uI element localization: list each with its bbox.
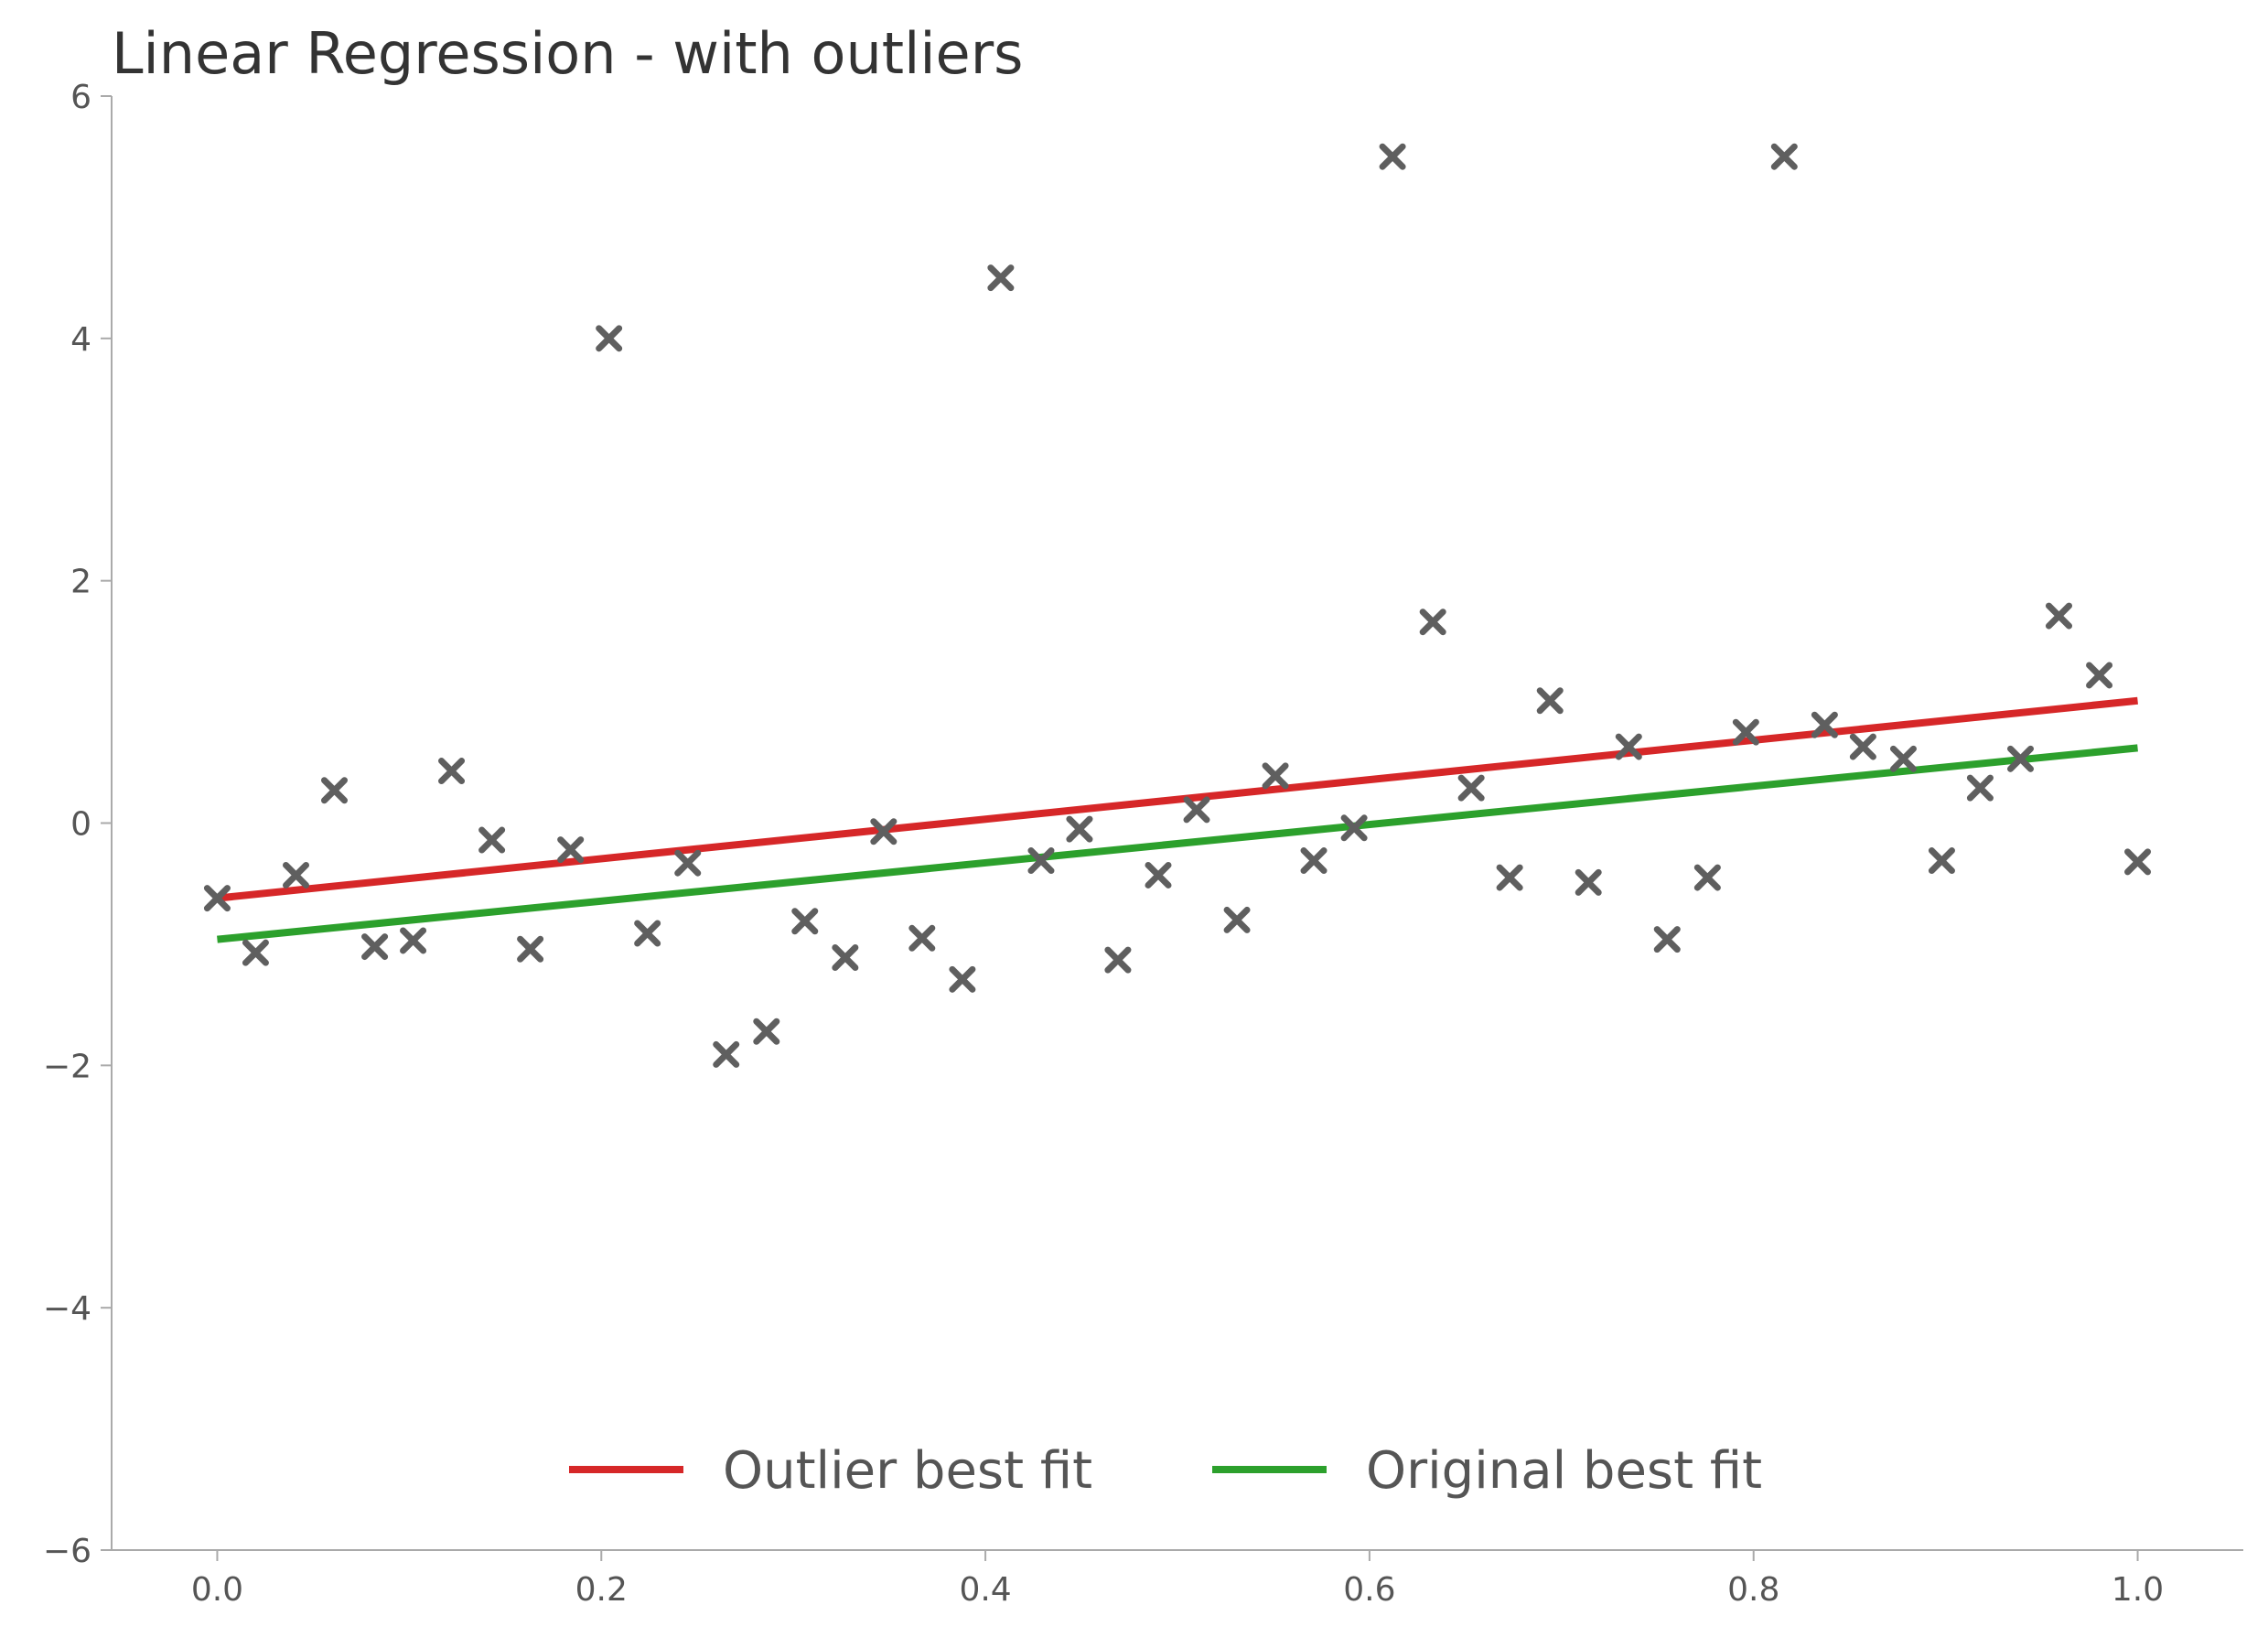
- legend-label: Original best fit: [1366, 1441, 1762, 1501]
- series-line-1: [217, 696, 2138, 902]
- y-tick-label: 2: [70, 564, 91, 601]
- scatter-point: [2086, 662, 2113, 689]
- y-tick-label: −4: [43, 1290, 91, 1328]
- scatter-point: [438, 758, 466, 785]
- scatter-point: [949, 965, 976, 993]
- scatter-point: [1457, 774, 1485, 802]
- scatter-point: [1223, 906, 1251, 933]
- scatter-point: [1811, 711, 1838, 738]
- scatter-point: [674, 849, 702, 877]
- scatter-point: [1693, 864, 1721, 891]
- scatter-point: [1653, 926, 1681, 953]
- scatter-point: [1889, 745, 1917, 772]
- legend-item-2: Original best fit: [1212, 1441, 1762, 1501]
- scatter-point: [517, 935, 544, 963]
- scatter-point: [283, 861, 310, 889]
- scatter-point: [1379, 143, 1406, 170]
- scatter-point: [1575, 868, 1602, 896]
- y-tick-label: −2: [43, 1048, 91, 1085]
- legend-item-1: Outlier best fit: [569, 1441, 1092, 1501]
- legend-label: Outlier best fit: [723, 1441, 1092, 1501]
- y-tick-label: 0: [70, 806, 91, 844]
- scatter-point: [634, 920, 661, 947]
- scatter-point: [1732, 718, 1759, 746]
- x-tick-label: 0.0: [191, 1571, 243, 1609]
- scatter-point: [478, 826, 506, 854]
- legend: Outlier best fit Original best fit: [569, 1441, 1762, 1501]
- x-tick-label: 0.8: [1727, 1571, 1779, 1609]
- scatter-point: [203, 885, 231, 912]
- scatter-point: [1145, 861, 1172, 889]
- scatter-point: [1300, 847, 1327, 875]
- axes: 0.0 0.2 0.4 0.6 0.8 1.0 −6 −4 −2 0 2 4 6: [43, 79, 2243, 1609]
- scatter-point: [1027, 847, 1055, 875]
- scatter-point: [2124, 848, 2152, 876]
- scatter-point: [2045, 602, 2072, 630]
- y-tick-label: 4: [70, 321, 91, 359]
- scatter-points: [203, 143, 2152, 1068]
- scatter-point: [713, 1040, 740, 1068]
- y-tick-label: 6: [70, 79, 91, 116]
- scatter-point: [1536, 687, 1564, 715]
- x-tick-label: 0.2: [575, 1571, 628, 1609]
- scatter-point: [1340, 814, 1368, 842]
- scatter-point: [557, 836, 585, 864]
- scatter-point: [1419, 608, 1446, 636]
- scatter-point: [361, 933, 389, 961]
- scatter-point: [1770, 143, 1798, 170]
- scatter-point: [1104, 946, 1132, 974]
- fit-lines: [217, 696, 2138, 943]
- scatter-point: [596, 325, 623, 352]
- x-tick-label: 0.4: [959, 1571, 1011, 1609]
- scatter-point: [1615, 733, 1642, 760]
- scatter-point: [1966, 774, 1994, 802]
- scatter-point: [753, 1018, 780, 1045]
- scatter-point: [1928, 847, 1955, 875]
- y-tick-label: −6: [43, 1533, 91, 1570]
- scatter-point: [2007, 745, 2035, 772]
- scatter-point: [242, 939, 269, 966]
- scatter-point: [908, 924, 936, 952]
- x-tick-label: 0.6: [1343, 1571, 1395, 1609]
- scatter-point: [791, 908, 819, 935]
- series-line-2: [217, 744, 2138, 943]
- scatter-point: [870, 818, 898, 845]
- scatter-point: [1183, 796, 1210, 824]
- x-tick-label: 1.0: [2112, 1571, 2164, 1609]
- chart-title: Linear Regression - with outliers: [112, 20, 1023, 87]
- scatter-point: [1496, 864, 1523, 891]
- scatter-point: [987, 264, 1015, 292]
- scatter-point: [1066, 815, 1093, 843]
- scatter-point: [832, 943, 859, 971]
- scatter-point: [400, 927, 427, 954]
- scatter-point: [1262, 762, 1289, 790]
- scatter-point: [320, 777, 348, 804]
- scatter-point: [1849, 733, 1876, 760]
